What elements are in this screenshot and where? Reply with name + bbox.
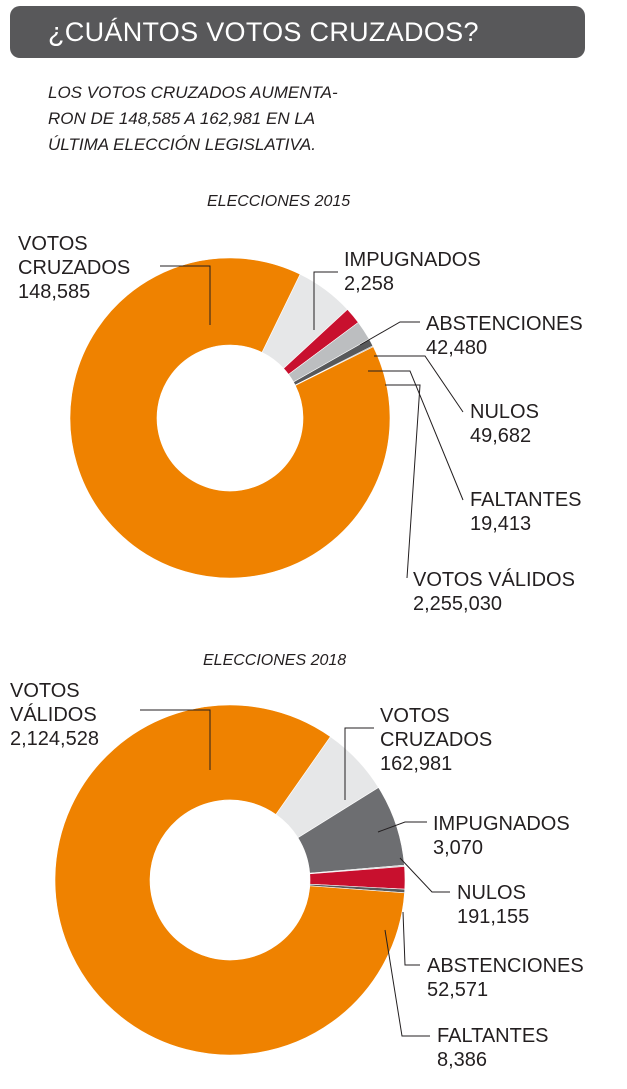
label-line: NULOS [470, 401, 539, 423]
leader-line-votos-validos-2018 [140, 709, 211, 770]
label-votos-cruzados-2018: VOTOS CRUZADOS [380, 705, 492, 751]
value-abstenciones-2015: 42,480 [426, 337, 487, 359]
label-impugnados-2018: IMPUGNADOS [433, 813, 570, 835]
label-line: VOTOS VÁLIDOS [413, 568, 575, 591]
leader-line-votos-validos-2015 [385, 384, 421, 579]
value-votos-cruzados-2018: 162,981 [380, 753, 452, 775]
title-bar: ¿CUÁNTOS VOTOS CRUZADOS? [10, 6, 585, 58]
page-title: ¿CUÁNTOS VOTOS CRUZADOS? [48, 16, 479, 47]
value-votos-validos-2018: 2,124,528 [10, 728, 99, 750]
leader-line-abstenciones-2015 [359, 321, 420, 346]
leader-line-faltantes-2015 [368, 370, 464, 501]
value-abstenciones-2018: 52,571 [427, 979, 488, 1001]
chart-title-2015: ELECCIONES 2015 [207, 193, 351, 210]
value-faltantes-2015: 19,413 [470, 513, 531, 535]
label-votos-validos-2018: VOTOS VÁLIDOS [10, 680, 97, 726]
value-impugnados-2018: 3,070 [433, 837, 483, 859]
label-line: FALTANTES [437, 1025, 549, 1047]
label-line: VOTOS [380, 705, 450, 727]
label-line: ABSTENCIONES [427, 955, 584, 977]
label-abstenciones-2015: ABSTENCIONES [426, 313, 583, 335]
leader-line-impugnados-2015 [313, 271, 338, 330]
value-impugnados-2015: 2,258 [344, 273, 394, 295]
label-line: IMPUGNADOS [344, 249, 481, 271]
label-faltantes-2015: FALTANTES [470, 489, 582, 511]
label-line: VÁLIDOS [10, 703, 97, 726]
label-faltantes-2018: FALTANTES [437, 1025, 549, 1047]
label-line: FALTANTES [470, 489, 582, 511]
label-line: NULOS [457, 882, 526, 904]
leader-line-impugnados-2018 [377, 821, 427, 833]
label-line: CRUZADOS [380, 729, 492, 751]
label-line: CRUZADOS [18, 257, 130, 279]
leader-line-faltantes-2018 [384, 929, 430, 1037]
slice-votos-validos-2015 [69, 257, 391, 579]
page-subtitle: LOS VOTOS CRUZADOS AUMENTA- RON DE 148,5… [48, 83, 338, 154]
label-nulos-2018: NULOS [457, 882, 526, 904]
label-line: VOTOS [18, 233, 88, 255]
label-line: ABSTENCIONES [426, 313, 583, 335]
value-votos-cruzados-2015: 148,585 [18, 281, 90, 303]
value-votos-validos-2015: 2,255,030 [413, 593, 502, 615]
label-line: IMPUGNADOS [433, 813, 570, 835]
leader-line-abstenciones-2018 [402, 911, 420, 966]
value-faltantes-2018: 8,386 [437, 1049, 487, 1071]
leader-line-votos-cruzados-2015 [160, 265, 211, 325]
leader-line-nulos-2018 [399, 857, 450, 893]
leader-line-votos-cruzados-2018 [344, 727, 374, 800]
leader-line-nulos-2015 [374, 355, 464, 413]
chart-title-2018: ELECCIONES 2018 [203, 652, 347, 669]
slice-votos-validos-2018 [54, 704, 405, 1056]
label-votos-validos-2015: VOTOS VÁLIDOS [413, 568, 575, 591]
label-impugnados-2015: IMPUGNADOS [344, 249, 481, 271]
label-abstenciones-2018: ABSTENCIONES [427, 955, 584, 977]
value-nulos-2018: 191,155 [457, 906, 529, 928]
value-nulos-2015: 49,682 [470, 425, 531, 447]
label-line: VOTOS [10, 680, 80, 702]
label-nulos-2015: NULOS [470, 401, 539, 423]
label-votos-cruzados-2015: VOTOS CRUZADOS [18, 233, 130, 279]
